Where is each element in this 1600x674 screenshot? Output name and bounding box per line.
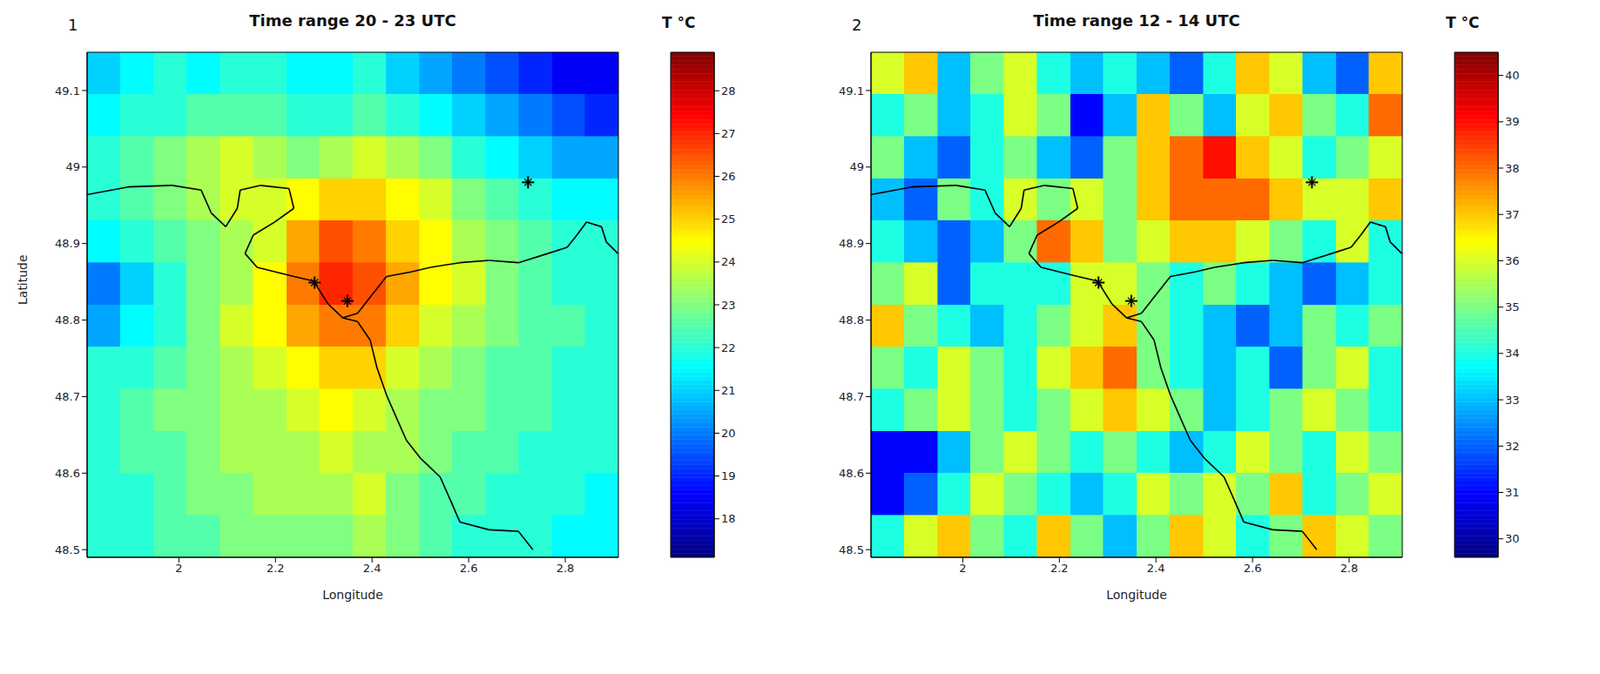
svg-text:2.8: 2.8 bbox=[1340, 561, 1359, 575]
svg-text:Longitude: Longitude bbox=[322, 587, 384, 602]
svg-text:49: 49 bbox=[849, 160, 865, 174]
svg-text:27: 27 bbox=[721, 127, 736, 141]
svg-text:34: 34 bbox=[1505, 346, 1520, 360]
svg-text:37: 37 bbox=[1505, 208, 1520, 222]
svg-text:38: 38 bbox=[1505, 162, 1520, 176]
svg-text:24: 24 bbox=[721, 255, 736, 269]
svg-text:36: 36 bbox=[1505, 254, 1520, 268]
svg-text:2.8: 2.8 bbox=[556, 561, 575, 575]
svg-text:2: 2 bbox=[958, 561, 966, 575]
svg-text:48.7: 48.7 bbox=[838, 390, 865, 404]
svg-text:2.4: 2.4 bbox=[1147, 561, 1166, 575]
svg-text:35: 35 bbox=[1505, 300, 1520, 314]
svg-text:2.4: 2.4 bbox=[363, 561, 382, 575]
svg-text:48.9: 48.9 bbox=[838, 236, 865, 250]
html-text:2: 2 bbox=[851, 15, 862, 34]
svg-text:49.1: 49.1 bbox=[838, 84, 865, 98]
svg-text:2.2: 2.2 bbox=[1050, 561, 1069, 575]
svg-text:22: 22 bbox=[721, 341, 736, 355]
svg-text:23: 23 bbox=[721, 298, 736, 312]
svg-text:48.7: 48.7 bbox=[54, 390, 81, 404]
svg-text:2.2: 2.2 bbox=[266, 561, 285, 575]
html-text:T °C: T °C bbox=[1445, 13, 1480, 32]
svg-text:25: 25 bbox=[721, 212, 736, 226]
svg-text:21: 21 bbox=[721, 384, 736, 398]
svg-text:19: 19 bbox=[721, 469, 736, 483]
svg-text:40: 40 bbox=[1505, 68, 1520, 82]
svg-text:49: 49 bbox=[65, 160, 81, 174]
svg-text:30: 30 bbox=[1505, 532, 1520, 546]
svg-text:48.8: 48.8 bbox=[54, 313, 81, 327]
svg-text:26: 26 bbox=[721, 169, 736, 183]
svg-text:2.6: 2.6 bbox=[1243, 561, 1263, 575]
svg-text:2.6: 2.6 bbox=[459, 561, 479, 575]
html-text:Time range 20 - 23 UTC: Time range 20 - 23 UTC bbox=[249, 11, 457, 30]
svg-text:Latitude: Latitude bbox=[15, 254, 30, 305]
svg-text:20: 20 bbox=[721, 426, 736, 440]
svg-text:48.8: 48.8 bbox=[838, 313, 865, 327]
svg-text:48.6: 48.6 bbox=[838, 466, 865, 480]
svg-text:48.9: 48.9 bbox=[54, 236, 81, 250]
html-text:T °C: T °C bbox=[661, 13, 696, 32]
html-text:Time range 12 - 14 UTC: Time range 12 - 14 UTC bbox=[1033, 11, 1241, 30]
svg-text:32: 32 bbox=[1505, 439, 1520, 453]
svg-text:Longitude: Longitude bbox=[1106, 587, 1168, 602]
svg-text:48.6: 48.6 bbox=[54, 466, 81, 480]
svg-text:48.5: 48.5 bbox=[54, 543, 81, 557]
svg-text:2: 2 bbox=[175, 561, 183, 575]
html-text:1: 1 bbox=[67, 15, 78, 34]
svg-text:28: 28 bbox=[721, 84, 736, 98]
svg-text:49.1: 49.1 bbox=[54, 84, 81, 98]
svg-text:39: 39 bbox=[1505, 114, 1520, 129]
svg-text:18: 18 bbox=[721, 512, 736, 526]
svg-text:48.5: 48.5 bbox=[838, 543, 865, 557]
svg-text:33: 33 bbox=[1505, 393, 1520, 407]
svg-text:31: 31 bbox=[1505, 486, 1520, 500]
